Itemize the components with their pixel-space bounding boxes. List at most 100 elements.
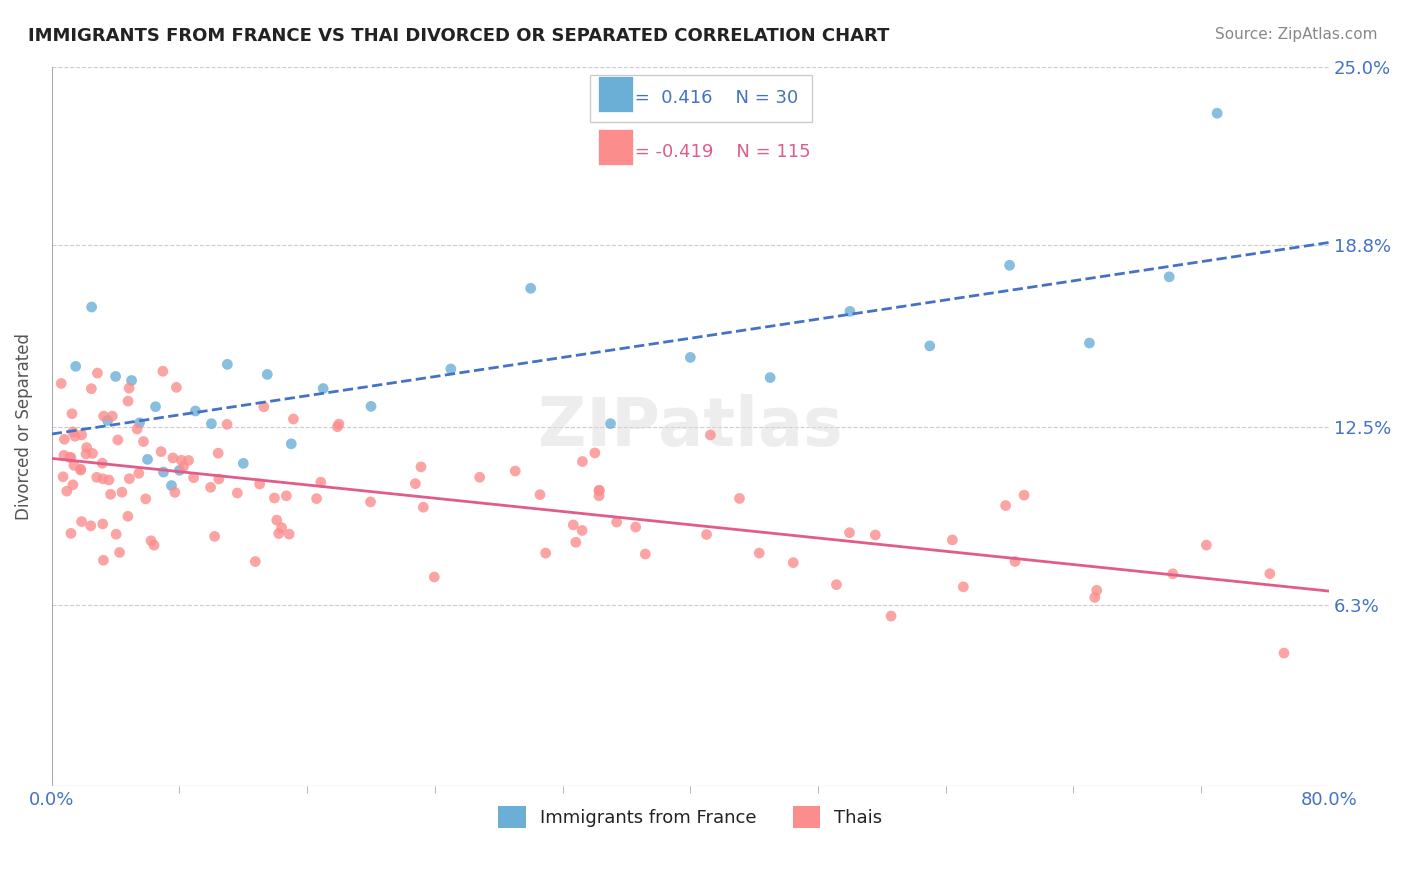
Thais: [111, 485, 134, 500]
Thais: [117, 394, 139, 409]
Thais: [270, 521, 292, 535]
Immigrants from France: [217, 357, 239, 371]
Thais: [412, 500, 434, 515]
Immigrants from France: [360, 400, 382, 414]
Thais: [283, 412, 305, 426]
Thais: [55, 484, 77, 499]
Immigrants from France: [839, 304, 862, 318]
Thais: [101, 409, 124, 423]
Thais: [162, 450, 184, 465]
Thais: [69, 462, 91, 476]
Immigrants from France: [200, 417, 222, 431]
Thais: [278, 527, 301, 541]
Thais: [69, 463, 91, 477]
Immigrants from France: [519, 281, 541, 295]
Thais: [1195, 538, 1218, 552]
Thais: [468, 470, 491, 484]
Thais: [529, 488, 551, 502]
Thais: [838, 525, 860, 540]
Thais: [173, 459, 195, 474]
Immigrants from France: [80, 300, 103, 314]
Thais: [782, 556, 804, 570]
Immigrants from France: [169, 463, 191, 477]
Thais: [226, 486, 249, 500]
Thais: [51, 376, 73, 391]
Text: ZIPatlas: ZIPatlas: [538, 393, 842, 459]
Thais: [994, 499, 1017, 513]
Thais: [108, 545, 131, 559]
Thais: [1084, 591, 1107, 605]
Thais: [1004, 554, 1026, 568]
Thais: [328, 417, 350, 431]
Immigrants from France: [160, 478, 183, 492]
Thais: [748, 546, 770, 560]
Thais: [245, 555, 267, 569]
Immigrants from France: [232, 457, 254, 471]
Thais: [93, 553, 115, 567]
Thais: [86, 470, 108, 484]
Thais: [207, 446, 229, 460]
Thais: [118, 381, 141, 395]
Thais: [165, 380, 187, 394]
Thais: [1012, 488, 1035, 502]
Thais: [63, 458, 86, 473]
Thais: [1161, 566, 1184, 581]
Thais: [696, 527, 718, 541]
Immigrants from France: [280, 437, 302, 451]
Thais: [865, 528, 887, 542]
Immigrants from France: [145, 400, 167, 414]
Thais: [880, 609, 903, 624]
Text: Source: ZipAtlas.com: Source: ZipAtlas.com: [1215, 27, 1378, 42]
Legend: Immigrants from France, Thais: Immigrants from France, Thais: [491, 798, 890, 835]
Thais: [606, 515, 628, 529]
Thais: [93, 409, 115, 423]
Thais: [204, 529, 226, 543]
Thais: [118, 472, 141, 486]
Thais: [276, 489, 298, 503]
Immigrants from France: [918, 339, 941, 353]
Thais: [97, 473, 120, 487]
Immigrants from France: [256, 368, 278, 382]
Thais: [62, 478, 84, 492]
Thais: [562, 518, 585, 533]
Immigrants from France: [679, 351, 702, 365]
Immigrants from France: [136, 452, 159, 467]
Thais: [125, 422, 148, 436]
Thais: [941, 533, 963, 547]
Thais: [634, 547, 657, 561]
Thais: [728, 491, 751, 506]
Thais: [267, 526, 290, 541]
Thais: [423, 570, 446, 584]
Thais: [135, 491, 157, 506]
Thais: [588, 489, 610, 503]
Thais: [139, 533, 162, 548]
Immigrants from France: [184, 404, 207, 418]
Thais: [59, 450, 82, 465]
Immigrants from France: [1078, 336, 1101, 351]
Immigrants from France: [128, 416, 150, 430]
Thais: [215, 417, 238, 432]
Immigrants from France: [440, 362, 463, 376]
Immigrants from France: [312, 382, 335, 396]
Thais: [132, 434, 155, 449]
Thais: [62, 425, 84, 439]
Thais: [360, 495, 382, 509]
Thais: [409, 459, 432, 474]
Text: R = -0.419    N = 115: R = -0.419 N = 115: [605, 143, 810, 161]
Thais: [326, 419, 349, 434]
Text: IMMIGRANTS FROM FRANCE VS THAI DIVORCED OR SEPARATED CORRELATION CHART: IMMIGRANTS FROM FRANCE VS THAI DIVORCED …: [28, 27, 890, 45]
Thais: [565, 535, 588, 549]
Thais: [952, 580, 974, 594]
Thais: [70, 428, 93, 442]
Thais: [107, 433, 129, 447]
Thais: [52, 448, 75, 462]
Thais: [266, 513, 288, 527]
Thais: [1272, 646, 1295, 660]
Thais: [75, 447, 97, 461]
Thais: [404, 476, 426, 491]
Thais: [105, 527, 128, 541]
Thais: [249, 477, 271, 491]
Thais: [117, 509, 139, 524]
Thais: [59, 450, 82, 465]
Immigrants from France: [104, 369, 127, 384]
